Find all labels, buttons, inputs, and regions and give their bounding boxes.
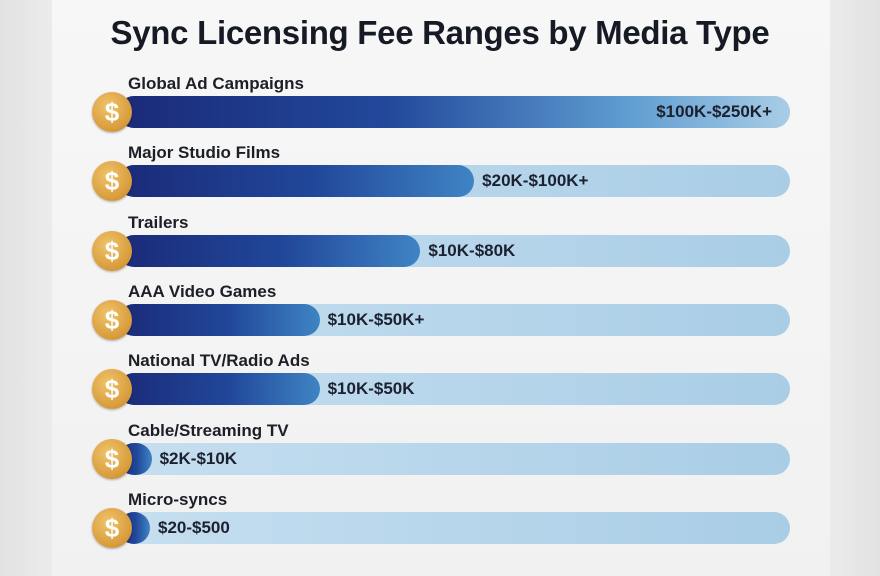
data-label: $20K-$100K+ [482, 171, 589, 191]
dollar-coin-icon: $ [92, 161, 132, 202]
category-label: Cable/Streaming TV [128, 420, 289, 440]
bar-row: Global Ad Campaigns $100K-$250K+ $ [0, 74, 880, 143]
category-label: National TV/Radio Ads [128, 351, 310, 371]
dollar-coin-icon: $ [92, 299, 132, 340]
bar-track [118, 373, 790, 406]
dollar-coin-icon: $ [92, 507, 132, 548]
category-label: Global Ad Campaigns [128, 74, 305, 93]
bar-track [118, 442, 790, 475]
bar-track [118, 234, 790, 267]
bar-fill [118, 234, 421, 267]
category-label: Trailers [128, 212, 189, 232]
bar-fill [118, 373, 320, 406]
dollar-coin-icon: $ [92, 230, 132, 271]
bar-row: Micro-syncs $20-$500 $ [0, 490, 880, 559]
bar-track [118, 96, 790, 128]
bar-fill [118, 303, 320, 336]
bar-row: AAA Video Games $10K-$50K+ $ [0, 282, 880, 351]
bar-row: National TV/Radio Ads $10K-$50K $ [0, 351, 880, 420]
category-label: Major Studio Films [128, 143, 281, 163]
bar-row: Cable/Streaming TV $2K-$10K $ [0, 421, 880, 490]
bar-fill [118, 96, 790, 128]
category-label: Micro-syncs [128, 489, 228, 509]
data-label: $2K-$10K [159, 448, 238, 468]
data-label: $20-$500 [158, 517, 230, 537]
bar-track [118, 511, 790, 544]
data-label: $10K-$50K+ [327, 309, 425, 329]
bar-row: Major Studio Films $20K-$100K+ $ [0, 143, 880, 212]
bar-track [118, 303, 790, 336]
bar-fill [118, 165, 475, 198]
chart-title: Sync Licensing Fee Ranges by Media Type [110, 14, 770, 51]
data-label: $100K-$250K+ [656, 102, 772, 121]
data-label: $10K-$80K [428, 240, 516, 260]
dollar-coin-icon: $ [92, 369, 132, 410]
data-label: $10K-$50K [327, 379, 415, 399]
bar-row: Trailers $10K-$80K $ [0, 213, 880, 282]
bar-track [118, 165, 790, 198]
category-label: AAA Video Games [128, 281, 277, 301]
dollar-coin-icon: $ [92, 438, 132, 479]
dollar-coin-icon: $ [92, 92, 132, 132]
